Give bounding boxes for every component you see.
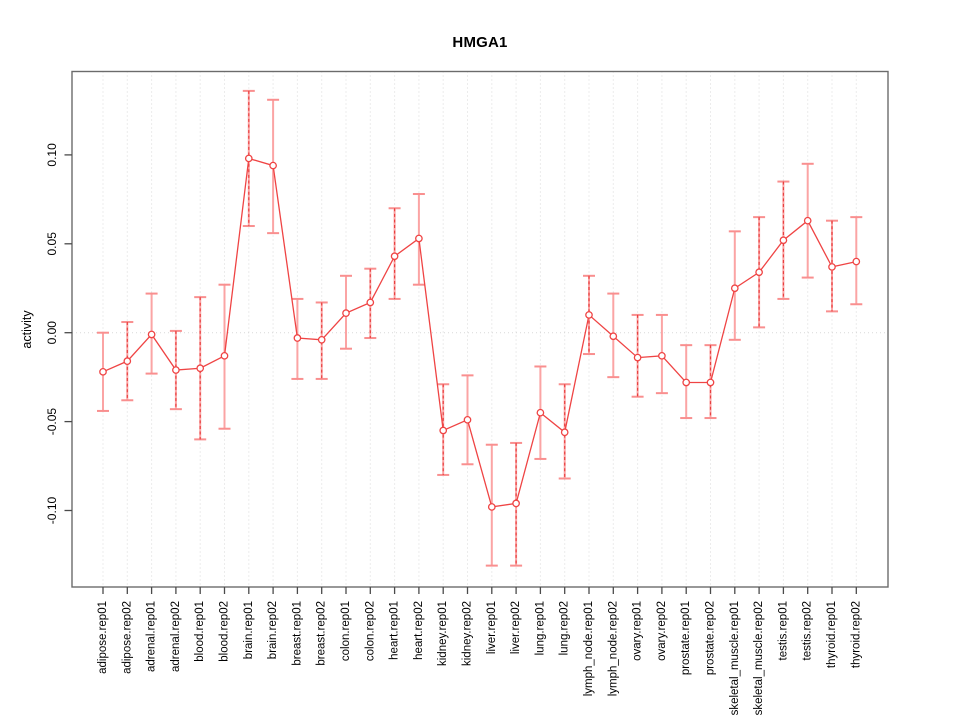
x-tick-label: colon.rep01 — [340, 601, 352, 661]
data-point-marker — [244, 154, 253, 163]
data-point-marker — [779, 236, 788, 245]
x-tick-label: heart.rep01 — [389, 601, 401, 660]
data-point-marker — [706, 378, 715, 387]
data-point-marker — [536, 408, 545, 417]
x-tick-label: ovary.rep02 — [656, 601, 668, 661]
plot-border — [71, 70, 889, 588]
x-tick-label: liver.rep02 — [510, 601, 522, 654]
x-tick-label: kidney.rep01 — [437, 601, 449, 666]
data-point-marker — [487, 503, 496, 511]
data-point-marker — [390, 252, 399, 261]
data-point-marker — [585, 311, 593, 319]
x-tick-label: adrenal.rep01 — [146, 601, 158, 672]
x-tick-label: prostate.rep01 — [680, 601, 692, 675]
y-axis-label: activity — [20, 310, 34, 349]
data-point-marker — [366, 298, 375, 307]
data-point-marker — [439, 426, 448, 435]
axes: -0.10 -0.05 0.00 0.05 0.10 adipose.rep01 adipo… — [20, 70, 889, 715]
x-tick-label: testis.rep02 — [802, 601, 814, 660]
data-point-marker — [99, 367, 107, 376]
x-tick-label: heart.rep02 — [413, 601, 425, 660]
y-tick-label: 0.10 — [45, 143, 59, 167]
data-point-marker — [803, 216, 812, 225]
error-bars — [97, 89, 863, 567]
x-tick-label: skeletal_muscle.rep01 — [729, 601, 741, 715]
x-tick-label: kidney.rep02 — [462, 601, 474, 666]
x-tick-label: adipose.rep02 — [121, 601, 133, 674]
x-tick-label: testis.rep01 — [777, 601, 789, 660]
data-point-marker — [633, 353, 642, 362]
x-tick-label: brain.rep01 — [243, 601, 255, 659]
data-point-marker — [147, 330, 156, 339]
data-point-marker — [852, 257, 861, 266]
x-tick-label: thyroid.rep01 — [826, 601, 838, 668]
data-point-marker — [172, 366, 180, 374]
y-tick-label: 0.00 — [45, 321, 59, 345]
chart-title: HMGA1 — [452, 34, 508, 51]
data-point-marker — [342, 309, 350, 317]
y-tick-label: -0.10 — [45, 497, 59, 525]
x-tick-label: lung.rep02 — [559, 601, 571, 655]
y-tick-label: 0.05 — [45, 232, 59, 256]
x-tick-label: thyroid.rep02 — [850, 601, 862, 668]
y-tick-label: -0.05 — [45, 408, 59, 436]
x-tick-label: skeletal_muscle.rep02 — [753, 601, 765, 715]
x-tick-label: breast.rep01 — [291, 601, 303, 666]
x-tick-label: adipose.rep01 — [97, 601, 109, 674]
data-point-marker — [293, 334, 302, 342]
data-line — [102, 157, 857, 508]
x-tick-label: prostate.rep02 — [705, 601, 717, 675]
data-point-marker — [828, 263, 836, 271]
x-tick-label: blood.rep02 — [219, 601, 231, 662]
data-point-marker — [196, 364, 205, 373]
x-tick-label: ovary.rep01 — [632, 601, 644, 661]
data-point-marker — [658, 351, 666, 360]
x-tick-label: lymph_node.rep02 — [607, 601, 619, 696]
x-tick-label: breast.rep02 — [316, 601, 328, 666]
x-tick-label: liver.rep01 — [486, 601, 498, 654]
gridlines — [72, 71, 888, 587]
data-point-marker — [463, 415, 472, 424]
data-point-marker — [123, 357, 132, 365]
data-point-marker — [730, 284, 739, 293]
data-point-marker — [269, 161, 277, 170]
data-points — [99, 154, 861, 511]
data-point-marker — [317, 335, 326, 344]
x-tick-label: adrenal.rep02 — [170, 601, 182, 672]
x-tick-label: brain.rep02 — [267, 601, 279, 659]
data-point-marker — [682, 378, 691, 387]
data-point-marker — [415, 234, 423, 243]
data-point-marker — [560, 428, 569, 437]
data-point-marker — [755, 268, 763, 277]
x-tick-label: blood.rep01 — [194, 601, 206, 662]
series-line — [102, 157, 857, 508]
x-tick-label: lymph_node.rep01 — [583, 601, 595, 696]
data-point-marker — [220, 351, 229, 360]
data-point-marker — [512, 499, 520, 508]
x-tick-label: colon.rep02 — [364, 601, 376, 661]
data-point-marker — [609, 332, 618, 341]
x-tick-label: lung.rep01 — [534, 601, 546, 655]
